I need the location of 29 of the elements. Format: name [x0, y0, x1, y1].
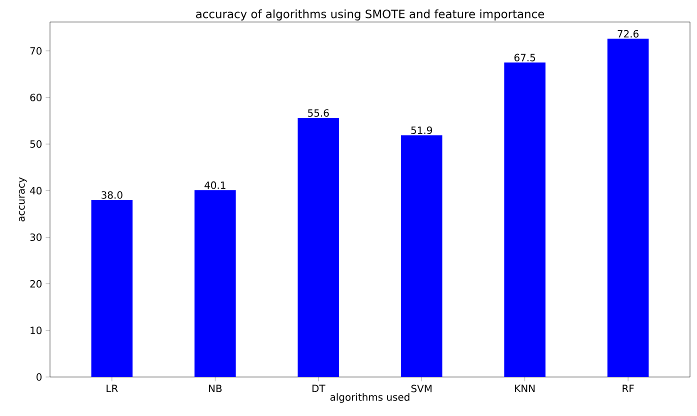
- data-label: 72.6: [618, 30, 639, 38]
- y-tick-label: 70: [30, 47, 42, 55]
- data-label: 40.1: [204, 181, 226, 189]
- bar: [298, 118, 340, 377]
- y-tick-label: 30: [30, 233, 42, 242]
- x-tick-label: LR: [106, 384, 118, 392]
- y-tick-label: 40: [30, 186, 42, 194]
- x-tick-label: KNN: [515, 384, 535, 392]
- bar: [400, 135, 442, 377]
- x-tick-label: RF: [622, 384, 634, 392]
- y-tick-label: 60: [30, 94, 42, 102]
- chart-title: accuracy of algorithms using SMOTE and feature importance: [196, 9, 544, 20]
- bar: [91, 200, 133, 377]
- data-label: 67.5: [514, 54, 536, 62]
- data-label: 38.0: [102, 191, 122, 199]
- x-tick-label: SVM: [411, 384, 432, 392]
- y-tick-label: 10: [30, 326, 42, 334]
- data-label: 55.6: [308, 109, 329, 117]
- data-label: 51.9: [411, 126, 432, 134]
- bar: [194, 190, 236, 377]
- y-tick-label: 0: [36, 373, 42, 381]
- x-tick-label: NB: [209, 384, 222, 392]
- y-tick-label: 50: [30, 140, 42, 148]
- y-tick-label: 20: [30, 280, 42, 288]
- bar: [607, 38, 649, 377]
- bar: [504, 62, 546, 377]
- x-axis-title: algorithms used: [330, 393, 410, 403]
- x-tick-label: DT: [312, 384, 326, 392]
- y-axis-title: accuracy: [19, 177, 27, 222]
